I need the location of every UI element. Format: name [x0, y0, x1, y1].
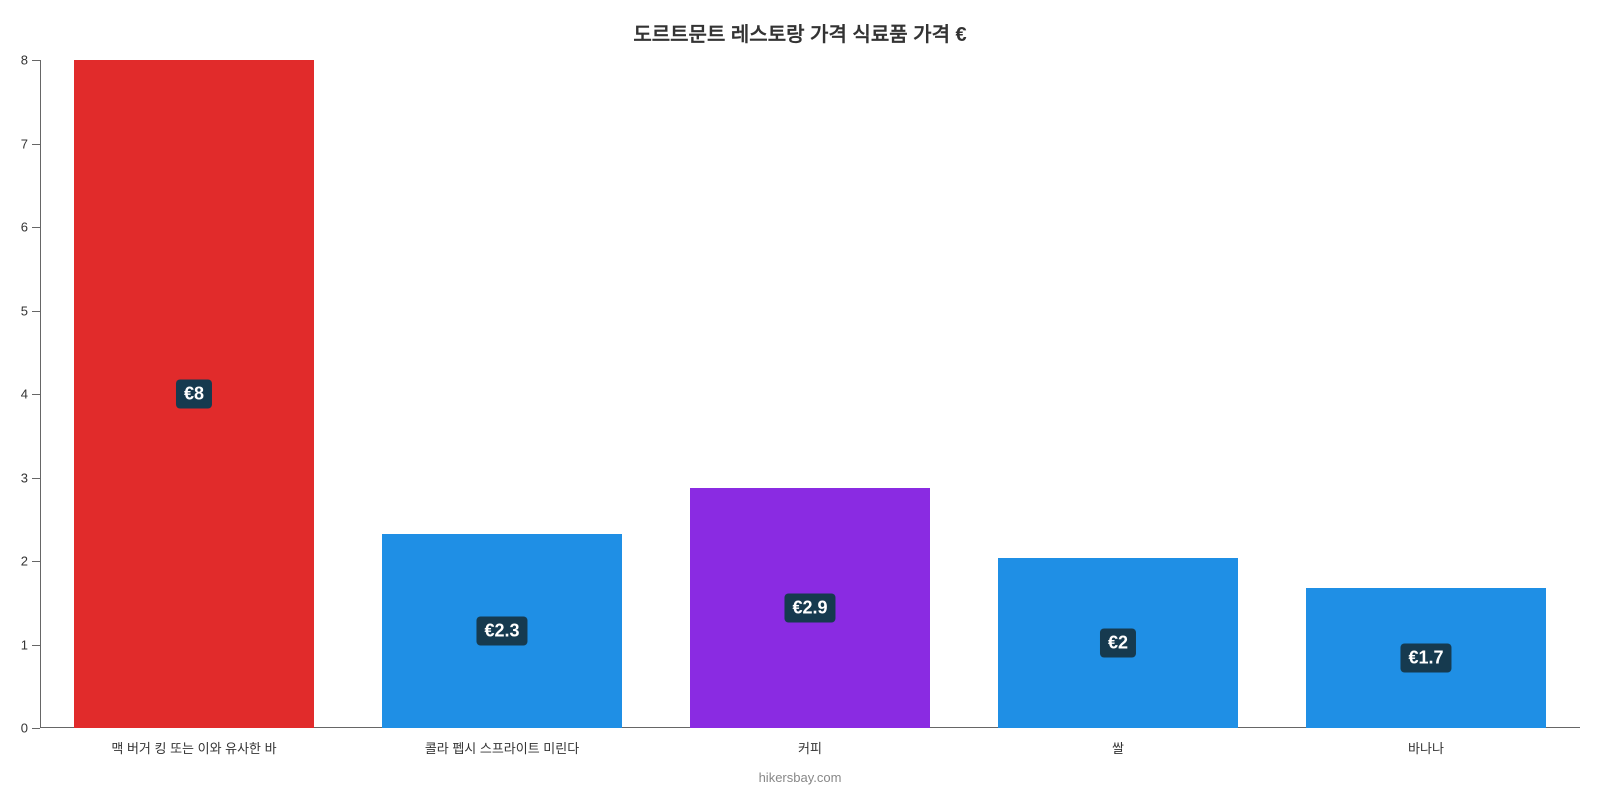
- y-tick-label: 5: [21, 303, 40, 318]
- bar-value-label: €2.9: [784, 593, 835, 622]
- price-bar: €1.7: [1306, 588, 1546, 728]
- price-bar: €2: [998, 558, 1238, 728]
- y-axis: [40, 60, 41, 728]
- y-tick-label: 2: [21, 554, 40, 569]
- bar-value-label: €2.3: [476, 617, 527, 646]
- x-category-label: 바나나: [1408, 728, 1444, 757]
- bar-value-label: €1.7: [1400, 643, 1451, 672]
- x-category-label: 콜라 펩시 스프라이트 미린다: [425, 728, 579, 757]
- y-tick-label: 4: [21, 387, 40, 402]
- x-category-label: 쌀: [1112, 728, 1124, 757]
- y-tick-label: 6: [21, 220, 40, 235]
- price-bar-chart: 도르트문트 레스토랑 가격 식료품 가격 € 012345678€8맥 버거 킹…: [0, 0, 1600, 800]
- x-category-label: 커피: [798, 728, 822, 757]
- chart-credit: hikersbay.com: [0, 770, 1600, 785]
- bar-value-label: €8: [176, 380, 212, 409]
- price-bar: €2.3: [382, 534, 622, 728]
- chart-title: 도르트문트 레스토랑 가격 식료품 가격 €: [0, 18, 1600, 47]
- y-tick-label: 0: [21, 721, 40, 736]
- price-bar: €8: [74, 60, 314, 728]
- y-tick-label: 8: [21, 53, 40, 68]
- y-tick-label: 1: [21, 637, 40, 652]
- y-tick-label: 3: [21, 470, 40, 485]
- bar-value-label: €2: [1100, 628, 1136, 657]
- plot-area: 012345678€8맥 버거 킹 또는 이와 유사한 바€2.3콜라 펩시 스…: [40, 60, 1580, 728]
- x-category-label: 맥 버거 킹 또는 이와 유사한 바: [111, 728, 276, 757]
- y-tick-label: 7: [21, 136, 40, 151]
- price-bar: €2.9: [690, 488, 930, 728]
